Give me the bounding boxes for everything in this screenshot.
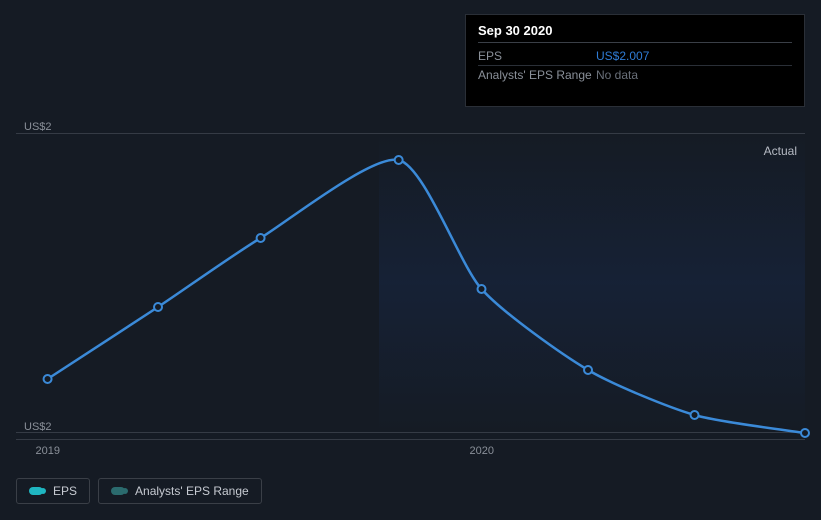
plot-area[interactable] bbox=[16, 133, 805, 433]
legend-swatch-icon bbox=[111, 487, 125, 495]
tooltip-row-value: US$2.007 bbox=[596, 49, 649, 63]
legend-item-label: EPS bbox=[53, 484, 77, 498]
x-axis-tick-2020: 2020 bbox=[470, 445, 494, 457]
series-point-eps[interactable] bbox=[154, 303, 162, 311]
legend-item-eps[interactable]: EPS bbox=[16, 478, 90, 504]
legend-item-range[interactable]: Analysts' EPS Range bbox=[98, 478, 262, 504]
series-point-eps[interactable] bbox=[395, 156, 403, 164]
series-line-eps bbox=[48, 160, 805, 433]
series-point-eps[interactable] bbox=[691, 411, 699, 419]
x-axis-tick-2019: 2019 bbox=[36, 445, 60, 457]
series-point-eps[interactable] bbox=[44, 375, 52, 383]
series-point-eps[interactable] bbox=[478, 285, 486, 293]
legend-swatch-icon bbox=[29, 487, 43, 495]
tooltip-row-label: Analysts' EPS Range bbox=[478, 68, 596, 82]
tooltip-row-range: Analysts' EPS Range No data bbox=[478, 65, 792, 84]
y-axis-tick-top: US$2 bbox=[24, 121, 52, 133]
line-svg bbox=[16, 133, 805, 433]
legend-item-label: Analysts' EPS Range bbox=[135, 484, 249, 498]
legend: EPS Analysts' EPS Range bbox=[16, 478, 262, 504]
hover-tooltip: Sep 30 2020 EPS US$2.007 Analysts' EPS R… bbox=[465, 14, 805, 107]
tooltip-row-eps: EPS US$2.007 bbox=[478, 47, 792, 65]
x-axis-line bbox=[16, 439, 805, 440]
series-point-eps[interactable] bbox=[257, 234, 265, 242]
series-point-eps[interactable] bbox=[584, 366, 592, 374]
tooltip-row-label: EPS bbox=[478, 49, 596, 63]
chart-container: Sep 30 2020 EPS US$2.007 Analysts' EPS R… bbox=[0, 0, 821, 520]
series-point-eps[interactable] bbox=[801, 429, 809, 437]
tooltip-row-value: No data bbox=[596, 68, 638, 82]
tooltip-date: Sep 30 2020 bbox=[478, 23, 792, 43]
